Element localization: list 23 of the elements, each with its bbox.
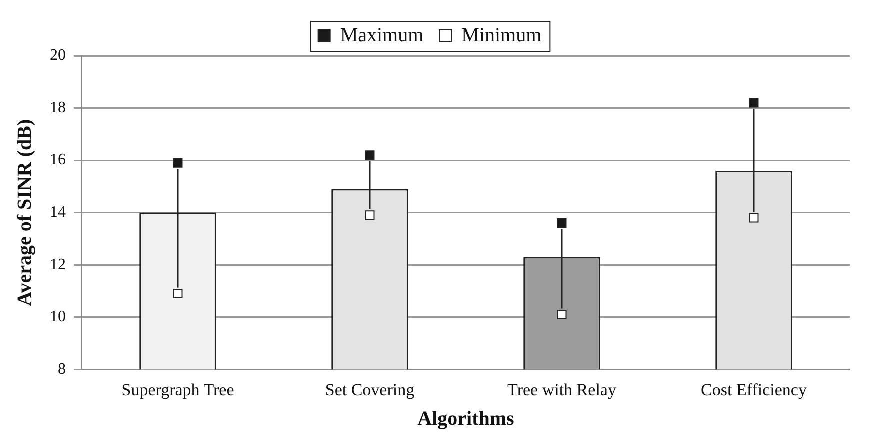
legend-label: Minimum bbox=[462, 24, 542, 46]
y-tick-label: 18 bbox=[50, 99, 66, 116]
point bbox=[365, 150, 375, 160]
point bbox=[749, 98, 759, 108]
y-tick-label: 12 bbox=[50, 256, 66, 274]
y-tick-label: 16 bbox=[50, 152, 66, 169]
point bbox=[365, 210, 375, 220]
y-tick-label: 10 bbox=[50, 308, 66, 326]
x-tick-label: Set Covering bbox=[325, 380, 416, 400]
point bbox=[173, 289, 183, 299]
point bbox=[749, 213, 759, 223]
y-tick-label: 8 bbox=[58, 360, 66, 378]
x-tick-label: Tree with Relay bbox=[508, 380, 617, 400]
x-tick-label: Supergraph Tree bbox=[122, 380, 234, 400]
y-tick-label: 20 bbox=[50, 47, 66, 64]
point bbox=[557, 218, 567, 228]
y-axis-title: Average of SINR (dB) bbox=[14, 119, 36, 306]
point bbox=[557, 310, 567, 320]
legend-label: Maximum bbox=[340, 24, 424, 46]
point bbox=[173, 158, 183, 168]
x-axis-title: Algorithms bbox=[418, 408, 515, 430]
y-tick-label: 14 bbox=[50, 204, 66, 222]
x-tick-label: Cost Efficiency bbox=[701, 380, 808, 400]
